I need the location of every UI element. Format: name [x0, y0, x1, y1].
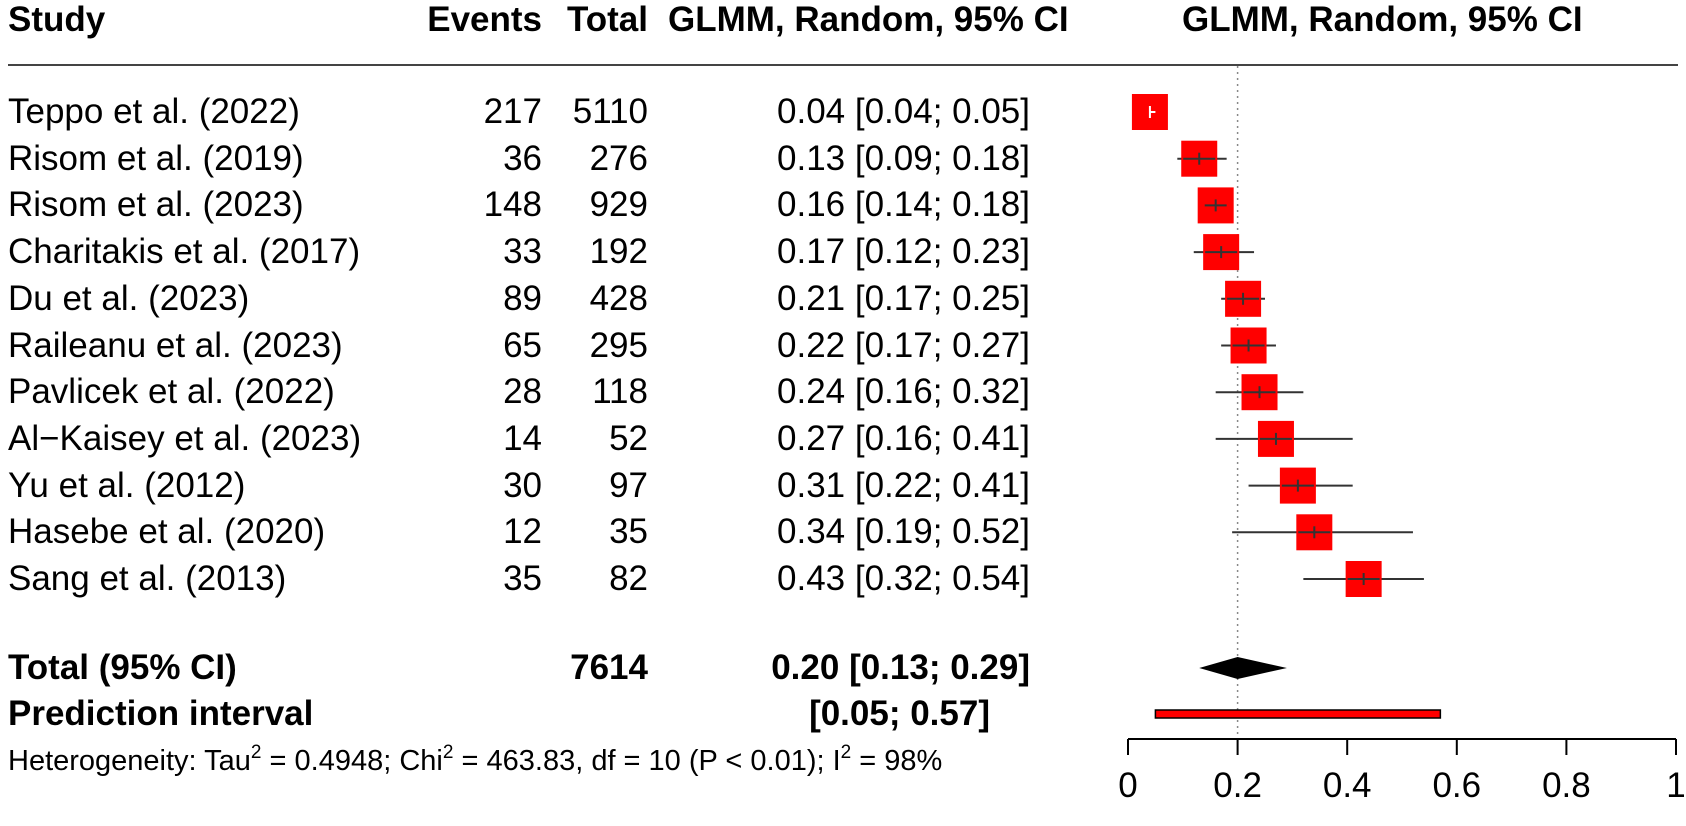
study-ci: 0.13 [0.09; 0.18]	[777, 138, 1030, 178]
study-total: 276	[589, 138, 648, 178]
study-ci: 0.34 [0.19; 0.52]	[777, 512, 1030, 552]
study-name: Risom et al. (2023)	[8, 185, 304, 225]
x-axis-tick-label: 1	[1666, 766, 1685, 805]
prediction-ci: [0.05; 0.57]	[809, 694, 990, 733]
study-events: 36	[503, 138, 542, 178]
study-ci: 0.24 [0.16; 0.32]	[777, 372, 1030, 412]
study-events: 28	[503, 372, 542, 412]
study-total: 52	[609, 418, 648, 458]
tau-value: = 0.4948; Chi	[261, 745, 443, 777]
header-divider	[8, 64, 1678, 66]
study-events: 14	[503, 418, 542, 458]
prediction-interval-bar	[1154, 709, 1442, 719]
x-axis-tick-label: 0.8	[1542, 766, 1591, 805]
x-axis-tick-label: 0.2	[1213, 766, 1262, 805]
study-ci: 0.04 [0.04; 0.05]	[777, 92, 1030, 131]
pooled-ci: 0.20 [0.13; 0.29]	[771, 648, 1030, 687]
study-name: Du et al. (2023)	[8, 278, 250, 318]
study-events: 30	[503, 465, 542, 505]
study-name: Raileanu et al. (2023)	[8, 325, 343, 365]
study-total: 192	[589, 232, 648, 272]
study-name: Risom et al. (2019)	[8, 138, 304, 178]
study-ci: 0.31 [0.22; 0.41]	[777, 465, 1030, 505]
study-ci: 0.16 [0.14; 0.18]	[777, 185, 1030, 225]
study-total: 5110	[572, 92, 648, 131]
study-name: Al−Kaisey et al. (2023)	[8, 418, 362, 458]
study-events: 217	[483, 92, 542, 131]
x-axis-tick-label: 0	[1118, 766, 1137, 805]
study-events: 148	[483, 185, 542, 225]
heterogeneity-prefix: Heterogeneity: Tau	[8, 745, 251, 777]
header-total: Total	[566, 0, 648, 39]
study-events: 35	[503, 559, 542, 598]
pooled-diamond	[1199, 657, 1287, 679]
study-ci: 0.22 [0.17; 0.27]	[777, 325, 1030, 365]
study-events: 12	[503, 512, 542, 552]
header-events: Events	[427, 0, 542, 39]
study-ci: 0.27 [0.16; 0.41]	[777, 418, 1030, 458]
x-axis-tick-label: 0.6	[1432, 766, 1481, 805]
study-total: 428	[589, 278, 648, 318]
study-events: 65	[503, 325, 542, 365]
study-total: 118	[592, 372, 648, 412]
i2-value: = 98%	[851, 745, 943, 777]
study-events: 89	[503, 278, 542, 318]
study-total: 97	[609, 465, 648, 505]
study-total: 929	[589, 185, 648, 225]
tau-superscript: 2	[250, 742, 262, 763]
study-name: Teppo et al. (2022)	[8, 92, 300, 131]
pooled-label: Total (95% CI)	[8, 648, 237, 687]
study-name: Yu et al. (2012)	[8, 465, 246, 505]
study-ci: 0.17 [0.12; 0.23]	[777, 232, 1030, 272]
study-total: 295	[589, 325, 648, 365]
chi-value: = 463.83, df = 10 (P < 0.01); I	[453, 745, 841, 777]
study-ci: 0.21 [0.17; 0.25]	[777, 278, 1030, 318]
header-plot: GLMM, Random, 95% CI	[1182, 0, 1583, 39]
heterogeneity-note: Heterogeneity: Tau2 = 0.4948; Chi2 = 463…	[8, 742, 943, 778]
study-events: 33	[503, 232, 542, 272]
x-axis-tick-label: 0.4	[1323, 766, 1372, 805]
study-total: 82	[609, 559, 648, 598]
study-total: 35	[609, 512, 648, 552]
study-name: Sang et al. (2013)	[8, 559, 287, 598]
study-ci: 0.43 [0.32; 0.54]	[777, 559, 1030, 598]
chi-superscript: 2	[442, 742, 454, 763]
i2-superscript: 2	[840, 742, 852, 763]
study-name: Pavlicek et al. (2022)	[8, 372, 335, 412]
prediction-label: Prediction interval	[8, 694, 314, 733]
header-ci: GLMM, Random, 95% CI	[668, 0, 1069, 39]
study-name: Charitakis et al. (2017)	[8, 232, 361, 272]
study-name: Hasebe et al. (2020)	[8, 512, 326, 552]
pooled-total: 7614	[570, 648, 648, 687]
header-study: Study	[8, 0, 106, 39]
